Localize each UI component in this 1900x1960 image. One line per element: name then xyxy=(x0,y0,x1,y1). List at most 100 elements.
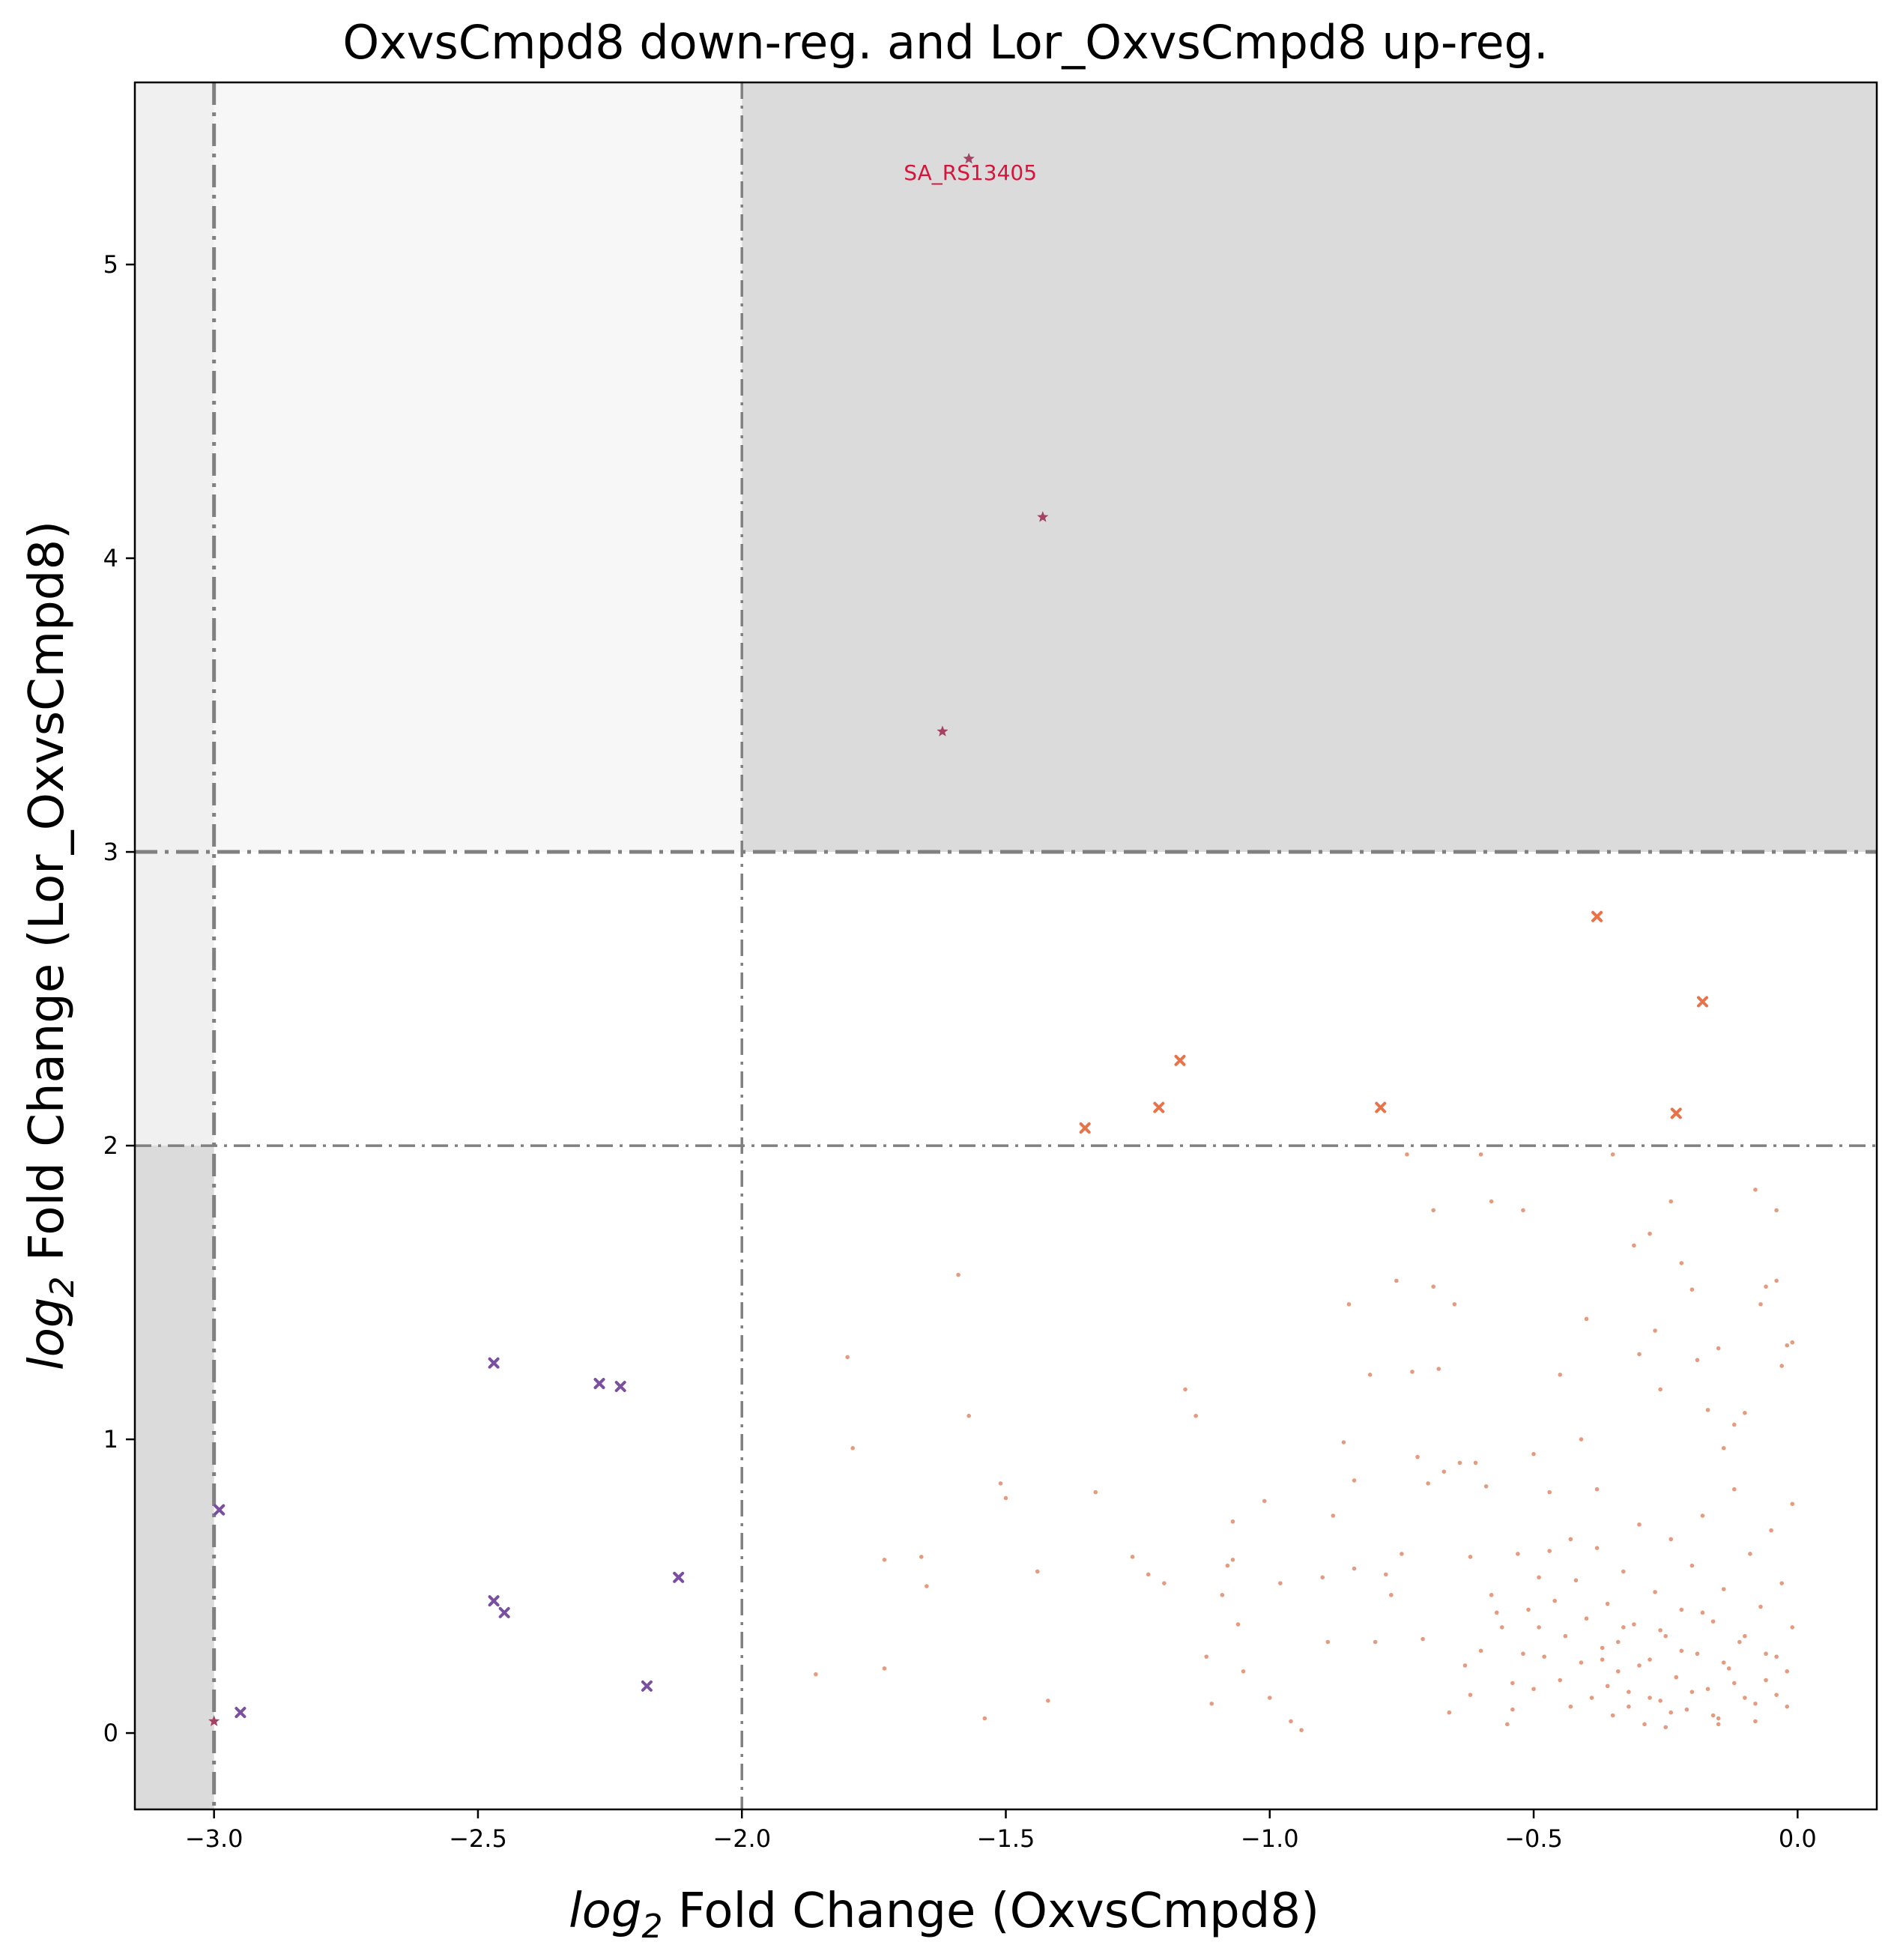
x-marker-point xyxy=(235,1707,246,1719)
data-point xyxy=(1526,1607,1531,1612)
data-point xyxy=(1594,1546,1600,1550)
data-point xyxy=(1774,1278,1779,1283)
x-tick-label: −2.5 xyxy=(449,1824,507,1853)
data-point xyxy=(1679,1607,1684,1612)
x-marker-point xyxy=(593,1378,605,1390)
data-point xyxy=(814,1672,818,1677)
data-point xyxy=(1468,1693,1473,1697)
data-point xyxy=(1764,1284,1768,1289)
y-tick-label: 1 xyxy=(103,1425,118,1454)
data-point xyxy=(1093,1489,1098,1495)
data-point xyxy=(1627,1704,1631,1709)
threshold-lines xyxy=(135,82,1877,1809)
data-point xyxy=(1447,1710,1452,1715)
data-point xyxy=(1695,1651,1700,1657)
data-point xyxy=(1510,1707,1515,1712)
data-point xyxy=(1373,1639,1378,1645)
data-point xyxy=(1632,1243,1636,1248)
data-point xyxy=(1653,1590,1657,1594)
x-marker-point xyxy=(641,1680,653,1692)
data-point xyxy=(1689,1563,1695,1568)
shaded-regions xyxy=(135,82,1877,1809)
data-point xyxy=(1521,1651,1525,1657)
data-point xyxy=(1510,1681,1515,1686)
data-point xyxy=(1426,1481,1430,1486)
x-tick-label: −3.0 xyxy=(185,1824,243,1853)
data-point xyxy=(1478,1648,1483,1654)
x-tick-label: −2.0 xyxy=(712,1824,771,1853)
data-point xyxy=(1705,1687,1710,1692)
x-axis-label-subscript: 2 xyxy=(642,1908,663,1946)
data-point xyxy=(1668,1710,1674,1715)
data-point xyxy=(1790,1340,1795,1345)
data-point xyxy=(998,1481,1003,1486)
data-point xyxy=(1779,1364,1784,1368)
chart-title: OxvsCmpd8 down-reg. and Lor_OxvsCmpd8 up… xyxy=(342,15,1548,70)
y-axis-label-subscript: 2 xyxy=(43,1277,82,1298)
data-point xyxy=(1785,1669,1790,1674)
x-tick-label: −0.5 xyxy=(1504,1824,1563,1853)
x-marker-point xyxy=(614,1381,626,1393)
data-point xyxy=(1367,1373,1373,1377)
data-point xyxy=(1209,1702,1214,1706)
data-point xyxy=(1558,1678,1563,1683)
x-marker-point xyxy=(498,1606,510,1618)
data-point xyxy=(1531,1451,1536,1457)
y-tick-label: 3 xyxy=(103,838,118,866)
data-point xyxy=(1331,1513,1336,1518)
data-point xyxy=(1610,1713,1615,1718)
data-point xyxy=(1531,1687,1536,1692)
data-point xyxy=(1046,1699,1050,1703)
data-point xyxy=(1710,1619,1716,1624)
data-point xyxy=(1299,1728,1304,1732)
data-point xyxy=(1668,1199,1674,1204)
data-point xyxy=(1563,1633,1568,1639)
data-point xyxy=(1130,1555,1135,1559)
data-point xyxy=(1552,1598,1558,1603)
data-point xyxy=(1753,1719,1758,1724)
data-point xyxy=(1679,1261,1684,1265)
x-marker-point xyxy=(1375,1101,1387,1113)
annotations: SA_RS13405 xyxy=(904,160,1037,185)
data-point xyxy=(1278,1581,1283,1585)
data-point xyxy=(1731,1681,1737,1686)
data-point xyxy=(1653,1328,1657,1333)
data-point xyxy=(1790,1501,1795,1507)
data-point xyxy=(1289,1719,1293,1724)
data-point xyxy=(1658,1628,1662,1633)
data-point xyxy=(1431,1284,1435,1289)
data-point xyxy=(882,1557,887,1562)
data-point xyxy=(1779,1581,1784,1585)
data-point xyxy=(1483,1483,1489,1489)
data-point xyxy=(1452,1301,1457,1307)
data-point xyxy=(1468,1555,1473,1559)
y-axis-label-log: log xyxy=(19,1298,75,1371)
data-point xyxy=(1731,1422,1737,1427)
data-point xyxy=(1589,1696,1594,1700)
data-point xyxy=(1516,1552,1520,1556)
x-tick-label: −1.5 xyxy=(977,1824,1035,1853)
y-axis-label-text: Fold Change (Lor_OxvsCmpd8) xyxy=(19,521,75,1277)
data-point xyxy=(1743,1410,1747,1415)
data-point xyxy=(1478,1152,1483,1157)
x-marker-point xyxy=(1591,910,1603,922)
data-point xyxy=(1737,1639,1742,1645)
y-axis-label: log2 Fold Change (Lor_OxvsCmpd8) xyxy=(19,521,82,1370)
data-point xyxy=(1146,1572,1151,1577)
data-point xyxy=(1658,1387,1662,1392)
y-tick-label: 0 xyxy=(103,1719,118,1747)
x-marker-point xyxy=(1153,1101,1165,1113)
data-point xyxy=(1415,1454,1420,1460)
data-point xyxy=(1346,1301,1352,1307)
data-point xyxy=(1716,1716,1721,1721)
x-axis-label-log: log xyxy=(569,1884,642,1939)
data-point xyxy=(966,1413,971,1418)
point-annotation: SA_RS13405 xyxy=(904,160,1037,185)
data-point xyxy=(1674,1675,1679,1680)
data-point xyxy=(1615,1669,1621,1674)
data-points xyxy=(208,152,1795,1732)
data-point xyxy=(845,1355,850,1360)
data-point xyxy=(1679,1648,1684,1654)
data-point xyxy=(1352,1566,1357,1571)
